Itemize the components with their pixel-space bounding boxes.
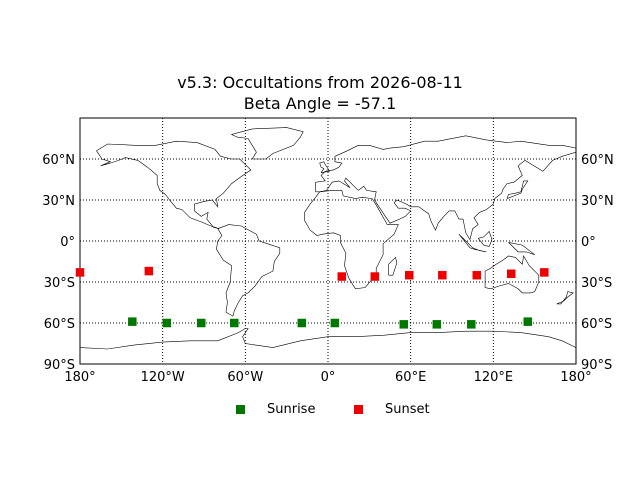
map-area [79,117,577,365]
sunrise-marker [196,318,206,328]
sunrise-marker [432,320,442,329]
legend-item-sunset: Sunset [354,400,430,418]
sunrise-marker [467,320,476,329]
y-tick-label-right: 30°S [581,276,612,291]
y-tick-label-right: 60°S [581,317,612,332]
coast-madagascar [388,256,398,276]
x-tick-label: 0° [321,370,336,385]
coast-greenland [230,127,304,160]
sunset-marker [370,272,380,281]
map-frame [79,117,577,365]
sunset-marker [144,266,154,276]
legend: Sunrise Sunset [0,400,640,420]
x-tick-label: 180° [560,370,591,385]
coast-south-america [216,224,281,317]
coast-eurasia [315,135,577,241]
coast-north-america [96,140,252,229]
sunset-marker [438,270,447,280]
sunset-marker [75,268,85,277]
sunrise-marker [128,317,137,326]
y-axis-ticks: 60°N 60°N 30°N 30°N 0° 0° 30°S 30°S 60°S 60°S 90°S… [42,153,614,373]
x-tick-label: 60°E [395,370,426,385]
y-tick-label-right: 0° [581,235,596,250]
y-tick-label-left: 30°N [42,194,75,209]
y-tick-label-right: 60°N [581,153,614,168]
legend-label-sunrise: Sunrise [267,401,316,417]
y-tick-label-right: 30°N [581,194,614,209]
coast-australia [484,255,540,294]
coast-indonesia [458,233,487,253]
y-tick-label-left: 0° [60,235,75,250]
sunset-marker [337,272,347,281]
legend-item-sunrise: Sunrise [236,400,315,418]
sunrise-marker [523,317,533,326]
y-tick-label-left: 30°S [44,276,75,291]
coastline-outlines [79,127,577,350]
coast-antarctica [79,328,577,350]
sunset-marker [540,268,549,277]
sunset-marker [405,270,414,280]
sunset-marker [472,270,482,280]
x-tick-label: 180° [64,370,95,385]
y-tick-label-left: 60°N [42,153,75,168]
coast-africa [304,190,399,290]
x-tick-label: 120°W [141,370,185,385]
sunrise-marker [399,320,409,329]
coast-new-zealand [556,291,574,305]
sunrise-marker [230,318,239,328]
coast-borneo [477,230,493,247]
x-tick-label: 120°E [474,370,514,385]
legend-label-sunset: Sunset [385,401,430,417]
coast-new-guinea [508,242,535,255]
y-tick-label-left: 90°S [44,358,75,373]
x-tick-label: 60°W [227,370,263,385]
x-axis-ticks: 180° 120°W 60°W 0° 60°E 120°E 180° [64,370,591,385]
sunrise-marker [162,318,172,328]
coast-japan [506,180,529,199]
chart-title-line-2: Beta Angle = -57.1 [243,94,397,113]
legend-swatch-sunrise [236,404,245,414]
coast-british-isles [319,161,330,173]
sunrise-marker [330,318,340,328]
legend-swatch-sunset [354,404,363,414]
sunset-marker [506,269,516,279]
graticule [80,118,576,364]
y-tick-label-left: 60°S [44,317,75,332]
chart-title-line-1: v5.3: Occultations from 2026-08-11 [177,73,463,92]
sunrise-marker [297,318,307,328]
occultation-markers [75,266,549,329]
y-tick-label-right: 90°S [581,358,612,373]
